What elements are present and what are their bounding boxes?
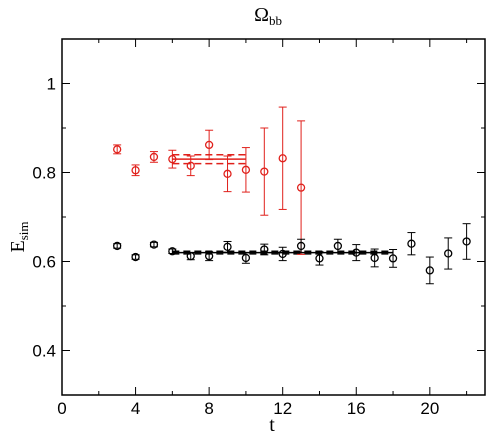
- data-point: [296, 241, 306, 251]
- x-axis-title: t: [269, 414, 275, 435]
- data-point: [315, 254, 324, 263]
- data-point: [186, 161, 195, 170]
- data-point: [352, 248, 361, 257]
- data-point: [204, 252, 214, 261]
- x-tick-label: 0: [57, 399, 66, 418]
- data-point: [113, 145, 122, 154]
- data-point: [131, 252, 140, 262]
- data-point: [186, 252, 195, 261]
- data-point: [278, 154, 287, 163]
- data-point: [260, 167, 269, 176]
- chart-title: Ωbb: [254, 4, 282, 28]
- x-tick-label: 16: [347, 399, 366, 418]
- data-point: [296, 183, 306, 192]
- y-tick-label: 1: [47, 75, 56, 94]
- data-point: [149, 240, 159, 249]
- data-point: [462, 237, 471, 246]
- data-point: [444, 249, 453, 258]
- data-point: [370, 253, 379, 263]
- data-point: [204, 140, 214, 150]
- data-point: [168, 247, 177, 256]
- data-point: [241, 253, 251, 263]
- data-point: [333, 241, 343, 251]
- data-point: [425, 266, 434, 275]
- data-point: [388, 254, 398, 263]
- x-tick-label: 12: [273, 399, 292, 418]
- data-point: [223, 242, 232, 251]
- data-point: [223, 169, 232, 178]
- y-axis-title: Esim: [7, 221, 31, 252]
- data-point: [131, 166, 140, 175]
- data-point: [149, 152, 159, 162]
- y-tick-label: 0.8: [32, 164, 56, 183]
- data-point: [113, 241, 122, 251]
- data-point: [407, 239, 416, 248]
- data-point: [168, 154, 177, 164]
- y-tick-label: 0.4: [32, 342, 56, 361]
- x-tick-label: 4: [131, 399, 140, 418]
- x-tick-label: 8: [204, 399, 213, 418]
- data-point: [241, 165, 251, 174]
- data-point: [260, 245, 269, 254]
- data-points: [113, 106, 471, 285]
- data-point: [278, 249, 287, 259]
- plot-frame: [61, 38, 486, 396]
- axis-ticks: 0 4 8 12 16 20 0.4 0.6 0.8 1: [32, 38, 485, 418]
- y-tick-label: 0.6: [32, 253, 56, 272]
- x-tick-label: 20: [420, 399, 439, 418]
